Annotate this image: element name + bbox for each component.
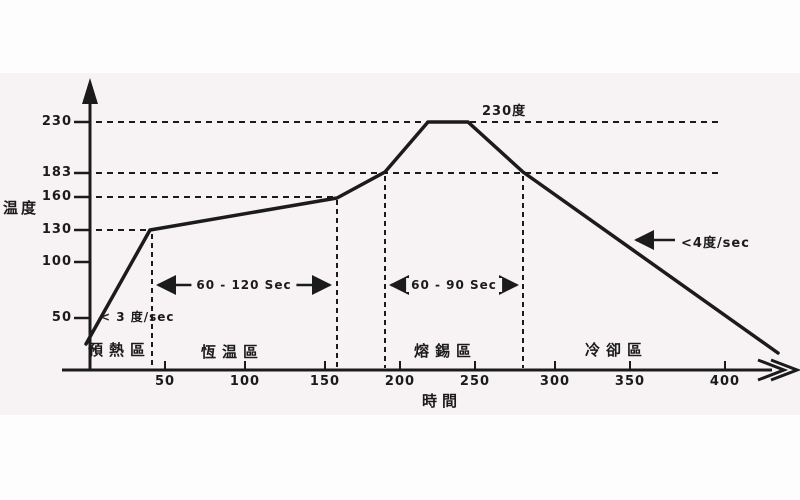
x-tick-label: 350 (614, 374, 646, 389)
y-tick-label: 50 (51, 310, 72, 325)
y-tick-label: 130 (41, 222, 72, 237)
reflow-duration-label: 60 - 90 Sec (406, 278, 502, 292)
zone-label-cooling: 冷卻區 (585, 341, 649, 359)
chart-background (0, 73, 800, 415)
zone-label-preheat: 預熱區 (88, 341, 152, 359)
peak-temp-label: 230度 (482, 104, 527, 119)
x-tick-label: 50 (154, 374, 176, 389)
y-axis-arrow-icon (82, 78, 98, 104)
x-tick-marks (164, 361, 726, 370)
x-tick-label: 400 (709, 374, 741, 389)
y-tick-label: 183 (41, 165, 72, 180)
x-tick-label: 150 (309, 374, 341, 389)
zone-label-soak: 恆温區 (201, 343, 265, 361)
zone-boundary-lines (151, 176, 524, 368)
y-tick-label: 160 (41, 189, 72, 204)
x-axis-arrow-icon (757, 358, 789, 382)
y-tick-label: 100 (41, 254, 72, 269)
cooling-rate-label: <4度/sec (681, 236, 750, 251)
soak-duration-label: 60 - 120 Sec (191, 278, 297, 292)
zone-label-reflow: 熔錫區 (414, 342, 478, 360)
x-axis-label: 時間 (422, 392, 463, 410)
y-tick-marks (74, 120, 89, 320)
x-tick-label: 100 (229, 374, 261, 389)
preheat-rate-label: < 3 度/sec (100, 310, 175, 324)
x-tick-label: 250 (459, 374, 491, 389)
y-tick-label: 230 (41, 114, 72, 129)
y-axis-label: 温度 (3, 199, 40, 217)
x-axis-arrow-icon (770, 358, 800, 382)
x-tick-label: 200 (384, 374, 416, 389)
x-tick-label: 300 (539, 374, 571, 389)
temperature-curve (84, 120, 780, 355)
reference-lines-horizontal (96, 121, 722, 231)
